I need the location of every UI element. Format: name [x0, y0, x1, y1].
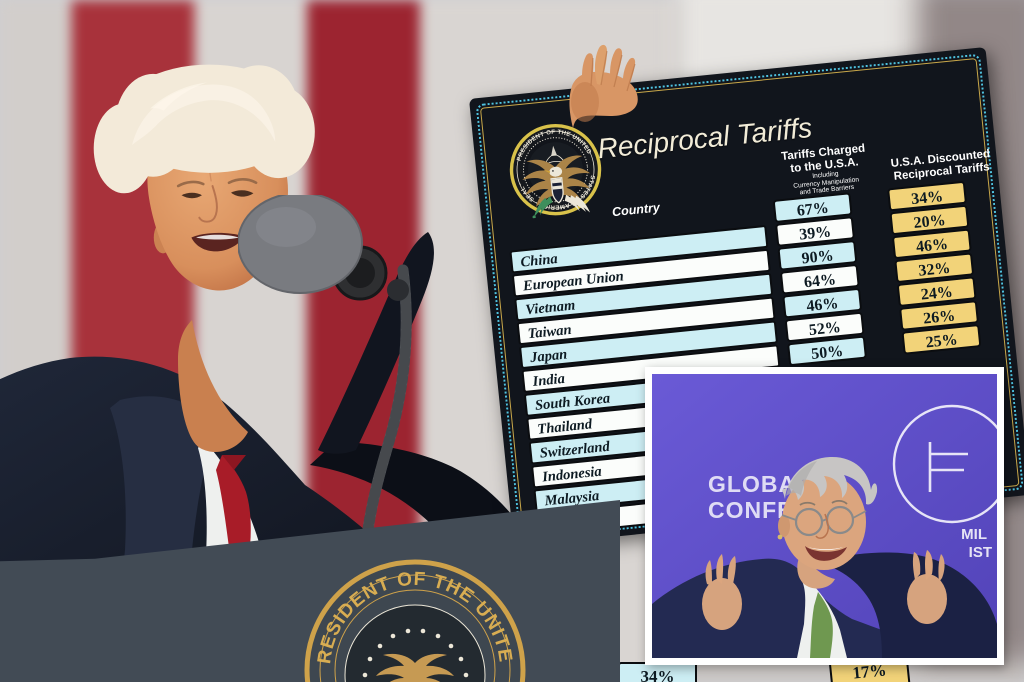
svg-text:IST: IST: [969, 544, 992, 561]
svg-text:GLOBA: GLOBA: [708, 471, 796, 497]
svg-text:MIL: MIL: [961, 526, 987, 543]
